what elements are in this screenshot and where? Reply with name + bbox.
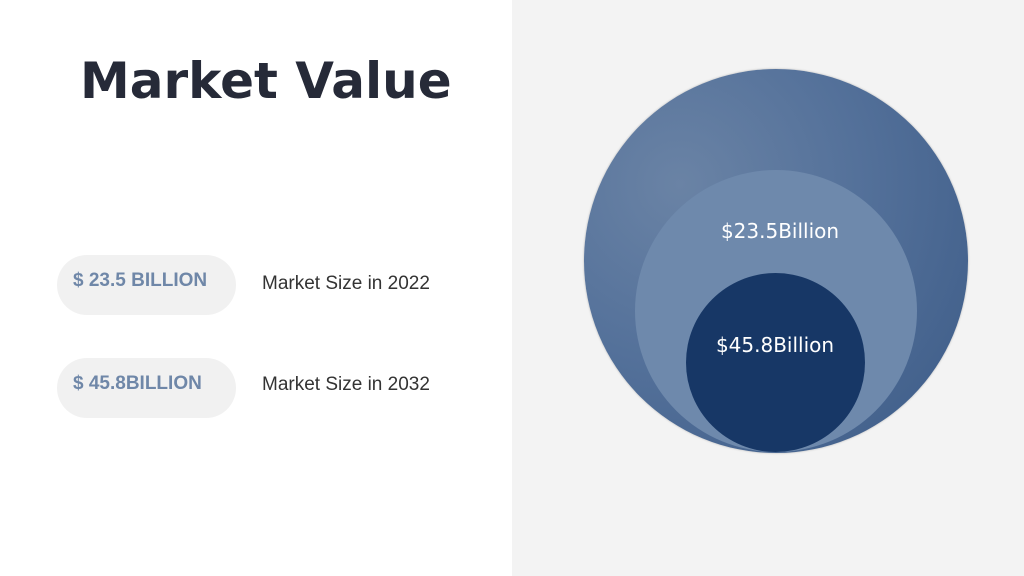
- metric-label-2022: Market Size in 2022: [262, 273, 430, 294]
- metric-value-pill-2022: $ 23.5 BILLION: [57, 255, 236, 315]
- metric-value-2022: $ 23.5 BILLION: [73, 270, 208, 291]
- middle-circle-label: $23.5Billion: [720, 219, 840, 243]
- inner-circle: [686, 273, 865, 452]
- metric-value-pill-2032: $ 45.8BILLION: [57, 358, 236, 418]
- inner-circle-label: $45.8Billion: [715, 333, 835, 357]
- metric-label-2032: Market Size in 2032: [262, 374, 430, 395]
- page-title: Market Value: [80, 52, 452, 110]
- metric-value-2032: $ 45.8BILLION: [73, 373, 202, 394]
